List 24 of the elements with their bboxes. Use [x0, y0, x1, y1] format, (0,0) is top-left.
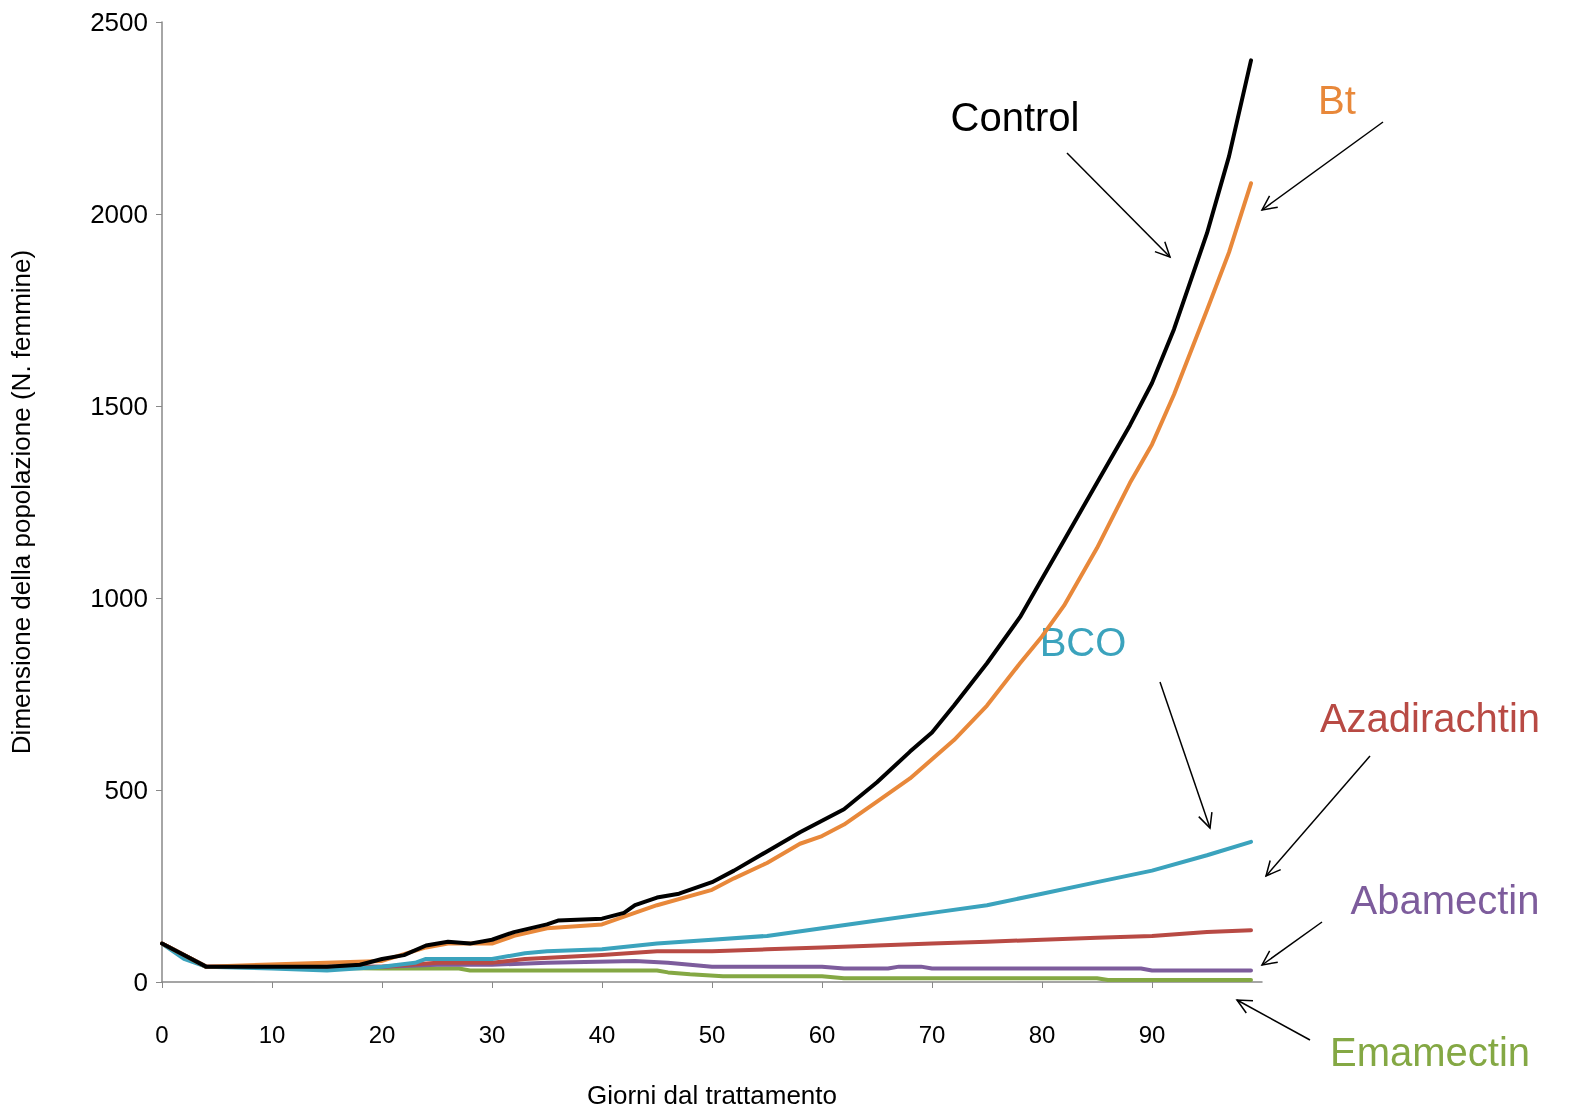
x-tick-label: 70 — [918, 1020, 946, 1048]
text: Abamectin — [1350, 878, 1540, 922]
x-tick-label: 0 — [155, 1020, 169, 1048]
x-tick-label: 30 — [478, 1020, 506, 1048]
text: Emamectin — [1329, 1030, 1531, 1074]
x-tick-label: 90 — [1138, 1020, 1166, 1048]
y-tick-label: 2000 — [90, 199, 148, 229]
y-tick-label: 500 — [104, 775, 148, 805]
text: Azadirachtin — [1319, 696, 1541, 740]
text: BCO — [1039, 620, 1127, 664]
text: Bt — [1318, 78, 1356, 122]
x-tick-label: 10 — [258, 1020, 286, 1048]
x-tick-label: 60 — [808, 1020, 836, 1048]
x-tick-label: 80 — [1028, 1020, 1056, 1048]
y-tick-label: 1000 — [90, 583, 148, 613]
x-tick-label: 20 — [368, 1020, 396, 1048]
x-tick-label: 50 — [698, 1020, 726, 1048]
y-tick-label: 2500 — [90, 7, 148, 37]
y-tick-label: 0 — [133, 967, 148, 997]
y-axis-title: Dimensione della popolazione (N. femmine) — [6, 249, 36, 755]
x-axis-title: Giorni dal trattamento — [586, 1080, 838, 1110]
y-tick-label: 1500 — [90, 391, 148, 421]
x-tick-label: 40 — [588, 1020, 616, 1048]
text: Control — [950, 95, 1080, 139]
